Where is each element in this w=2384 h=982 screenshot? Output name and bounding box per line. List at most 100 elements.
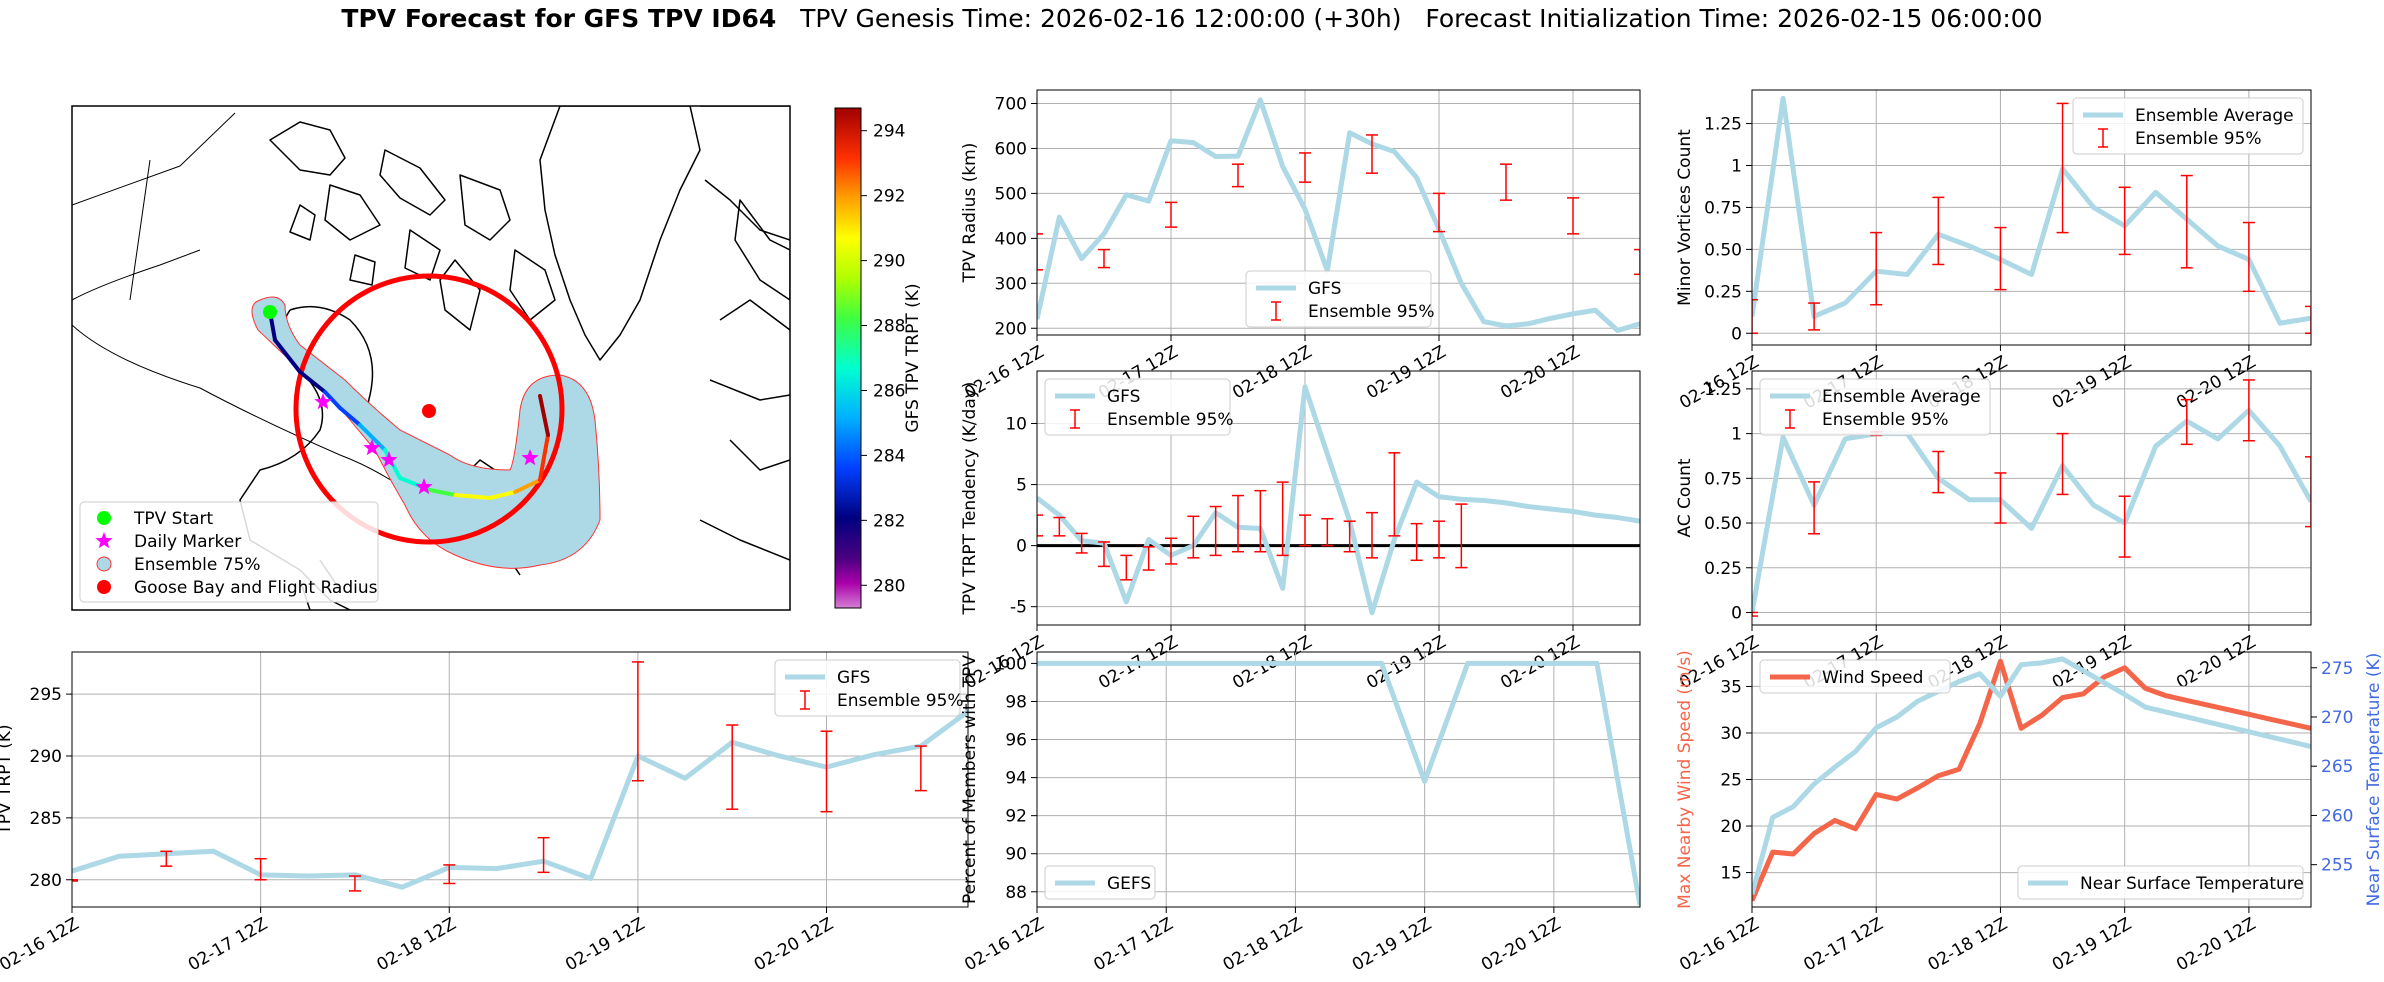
ytick-right-label: 275 (2321, 659, 2353, 679)
legend-label: Ensemble 95% (1308, 302, 1435, 322)
xtick-label: 02-19 12Z (2049, 352, 2135, 413)
xtick-label: 02-18 12Z (373, 914, 459, 975)
errorbar (2056, 432, 2069, 496)
ytick-label: 200 (995, 319, 1027, 339)
flight-radius-circle (293, 273, 565, 545)
errorbar (1808, 302, 1821, 331)
errorbar (1254, 489, 1267, 553)
ytick-label: 5 (1016, 476, 1027, 496)
errorbar (1634, 248, 1640, 276)
errorbar (1433, 520, 1445, 559)
legend-frame (1044, 378, 1231, 436)
y-axis-right-label: Near Surface Temperature (K) (2364, 653, 2384, 907)
xtick-label: 02-20 12Z (2173, 632, 2259, 693)
legend-label: GFS (1107, 387, 1140, 407)
ytick-label: 280 (30, 871, 62, 891)
errorbar (254, 857, 267, 881)
ytick-label: 700 (995, 94, 1027, 114)
xtick-label: 02-20 12Z (1478, 914, 1564, 975)
xtick-label: 02-19 12Z (1349, 914, 1435, 975)
daily-marker (521, 449, 539, 466)
ytick-label: 1 (1731, 156, 1742, 176)
ytick-right-label: 265 (2321, 757, 2353, 777)
suptitle-init: Forecast Initialization Time: 2026-02-15… (1425, 4, 2043, 33)
plot-area (1037, 97, 1640, 334)
ytick-label: 0 (1731, 324, 1742, 344)
errorbar (1410, 522, 1423, 562)
errorbar (914, 745, 927, 792)
legend-label: Near Surface Temperature (2080, 874, 2304, 894)
panel-tpv_trpt: 280 285 290 295 02-16 12Z 02-17 12Z 02-18 12Z 0… (0, 651, 969, 975)
series-line-ensemble-average (1752, 407, 2311, 613)
daily-marker (380, 451, 398, 468)
plot-area (1037, 660, 1640, 906)
errorbar (1343, 520, 1356, 553)
series-line-gfs (1037, 97, 1640, 334)
track-segment (453, 493, 492, 500)
errorbar (1232, 494, 1244, 553)
errorbar (2242, 221, 2255, 293)
errorbar (1075, 532, 1088, 554)
track-segment (488, 490, 517, 500)
xtick-label: 02-19 12Z (562, 914, 648, 975)
errorbar (348, 875, 361, 892)
errorbar (2180, 174, 2193, 269)
errorbar (2305, 456, 2311, 528)
errorbar (1808, 481, 1821, 535)
colorbar-tick-label: 284 (873, 446, 905, 466)
series-line-gfs (1037, 384, 1640, 616)
errorbar (2305, 305, 2311, 335)
daily-marker (415, 478, 433, 495)
daily-marker (314, 393, 332, 410)
y-axis-label: TPV TRPT (K) (0, 724, 15, 835)
y-axis-label: AC Count (1675, 458, 1695, 537)
ytick-label: 1.25 (1704, 115, 1742, 135)
legend-ensemble75-icon (96, 556, 112, 572)
legend-label: Ensemble 95% (837, 691, 964, 711)
panel-percent_members: 88 90 92 94 96 98 100 02-16 12Z 02-17 12Z 02-18 1… (960, 651, 1641, 975)
errorbar (1932, 196, 1945, 266)
errorbar (1366, 134, 1378, 174)
errorbar (1098, 248, 1110, 269)
ytick-label: 30 (1720, 724, 1742, 744)
ytick-label: 20 (1720, 817, 1742, 837)
errorbar (2180, 398, 2193, 446)
ytick-right-label: 270 (2321, 708, 2353, 728)
ytick-label: 0.75 (1704, 469, 1742, 489)
xtick-label: 02-16 12Z (0, 914, 83, 975)
colorbar-tick-label: 290 (873, 252, 905, 272)
daily-marker (363, 439, 381, 456)
ytick-right-label: 260 (2321, 806, 2353, 826)
errorbar (160, 850, 173, 867)
plot-area (72, 661, 968, 892)
xtick-label: 02-19 12Z (2049, 914, 2135, 975)
errorbar (1299, 514, 1311, 547)
axes-frame (1751, 370, 2312, 626)
errorbar (1433, 192, 1445, 233)
errorbar (72, 879, 78, 882)
legend-frame (1759, 659, 1951, 694)
axes-frame (71, 651, 969, 908)
series-line-gefs (1037, 660, 1640, 906)
ytick-label: 94 (1005, 769, 1027, 789)
ytick-label: 1 (1731, 425, 1742, 445)
legend-frame (2017, 865, 2304, 900)
errorbar (2056, 102, 2069, 234)
legend-label: Ensemble 95% (1107, 410, 1234, 430)
track-segment (428, 488, 457, 497)
colorbar-tick-label: 280 (873, 576, 905, 596)
axes-frame (1036, 370, 1641, 626)
island-coastline (459, 174, 511, 241)
errorbar (1994, 472, 2007, 524)
errorbar (1209, 505, 1222, 557)
border-line (72, 112, 236, 301)
errorbar (1232, 163, 1244, 188)
xtick-label: 02-16 12Z (1676, 914, 1762, 975)
errorbar (1870, 231, 1883, 306)
errorbar (631, 661, 644, 782)
errorbar (726, 724, 739, 810)
